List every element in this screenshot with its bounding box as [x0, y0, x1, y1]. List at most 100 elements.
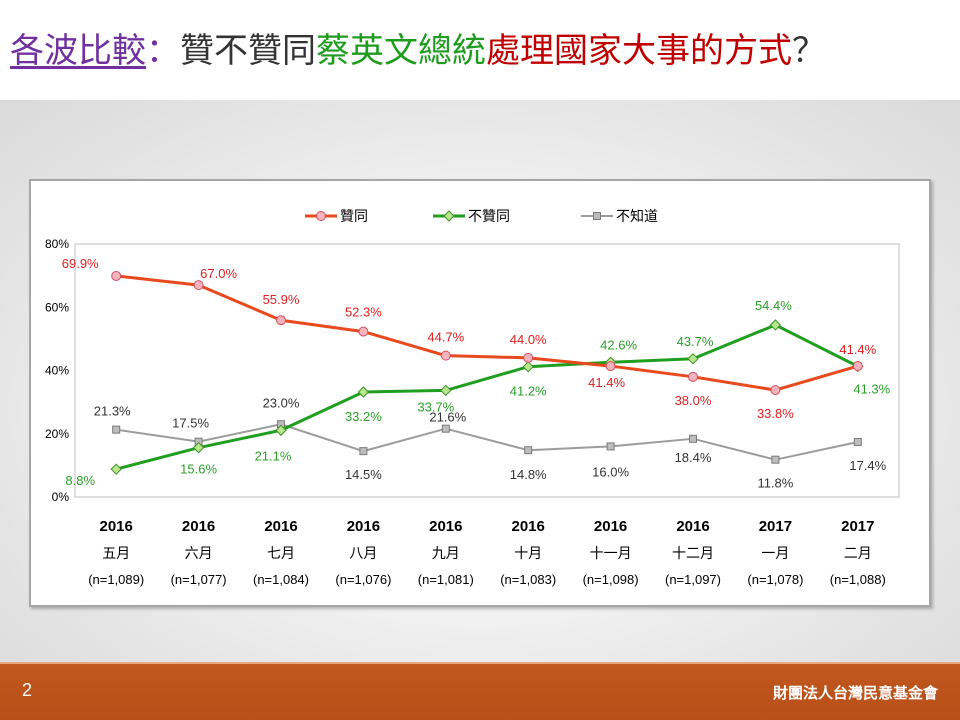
data-point-disapprove [357, 386, 370, 398]
x-tick-sample-size: (n=1,084) [253, 572, 309, 587]
x-tick-sample-size: (n=1,076) [335, 572, 391, 587]
title-approve-question: 贊不贊同 [180, 31, 316, 71]
data-point-approve [440, 350, 451, 361]
data-label-unknown: 17.5% [172, 416, 209, 431]
data-label-disapprove: 8.8% [65, 473, 95, 488]
data-label-disapprove: 41.3% [853, 381, 890, 396]
footer-divider [0, 662, 960, 664]
data-label-unknown: 18.4% [675, 450, 712, 465]
data-point-unknown [689, 434, 697, 443]
x-tick-sample-size: (n=1,077) [171, 572, 227, 587]
x-tick-month: 六月 [185, 546, 213, 562]
y-tick-label: 0% [52, 490, 70, 504]
data-point-disapprove [275, 424, 287, 436]
data-point-unknown [606, 442, 615, 451]
x-tick-year: 2016 [264, 518, 297, 535]
x-tick-month: 十二月 [672, 546, 714, 562]
data-label-approve: 44.0% [510, 332, 547, 347]
data-label-approve: 55.9% [263, 292, 300, 307]
data-label-unknown: 14.5% [345, 467, 382, 482]
plot-area [74, 243, 900, 498]
x-tick-month: 五月 [102, 546, 130, 562]
legend-marker-approve [316, 211, 326, 221]
data-point-disapprove [687, 353, 699, 365]
data-point-approve [193, 280, 204, 291]
title-bar: 各波比較：贊不贊同蔡英文總統處理國家大事的方式？ [0, 0, 960, 100]
title-president: 蔡英文總統 [316, 31, 486, 71]
data-point-approve [770, 385, 781, 396]
data-point-disapprove [440, 384, 452, 397]
data-label-unknown: 14.8% [510, 467, 547, 482]
data-label-disapprove: 41.2% [510, 384, 547, 399]
data-label-approve: 41.4% [839, 342, 876, 357]
chart-frame: 0% 20% 40% 60% 80% 2016 五月 (n=1,089) 2016 六月 (n=1,… [29, 179, 931, 607]
legend-marker-disapprove [443, 210, 455, 222]
x-tick-sample-size: (n=1,088) [830, 572, 886, 587]
y-tick-label: 40% [45, 364, 69, 378]
data-point-disapprove [192, 441, 205, 454]
x-tick-year: 2016 [182, 518, 215, 535]
data-label-disapprove: 33.7% [417, 399, 454, 414]
x-tick-month: 十月 [514, 546, 542, 562]
data-label-unknown: 21.3% [94, 404, 131, 419]
x-tick-year: 2016 [512, 518, 545, 535]
data-label-approve: 67.0% [200, 266, 237, 281]
data-point-approve [605, 361, 616, 372]
data-point-unknown [853, 437, 862, 446]
y-tick-label: 60% [45, 300, 69, 314]
x-tick-year: 2017 [759, 518, 792, 535]
x-tick-sample-size: (n=1,083) [500, 572, 556, 587]
data-label-disapprove: 43.7% [677, 334, 714, 349]
data-point-disapprove [769, 319, 782, 331]
slide-title: 各波比較：贊不贊同蔡英文總統處理國家大事的方式？ [10, 26, 826, 76]
data-label-disapprove: 33.2% [345, 409, 382, 424]
data-point-approve [358, 326, 369, 337]
title-comparison-link[interactable]: 各波比較 [10, 31, 146, 71]
x-tick-year: 2016 [100, 518, 133, 535]
data-label-unknown: 17.4% [849, 458, 886, 473]
x-tick-sample-size: (n=1,097) [665, 572, 721, 587]
data-label-approve: 52.3% [345, 305, 382, 320]
series-line-unknown [116, 423, 859, 461]
data-point-approve [688, 371, 698, 382]
data-point-unknown [771, 455, 780, 464]
footer-bar: 2 財團法人台灣民意基金會 [0, 662, 960, 720]
x-tick-sample-size: (n=1,089) [88, 572, 144, 587]
page-number: 2 [22, 680, 33, 700]
organization-name: 財團法人台灣民意基金會 [772, 684, 938, 702]
title-affairs: 處理國家大事的方式 [486, 31, 792, 71]
y-tick-label: 20% [45, 427, 69, 441]
x-tick-year: 2016 [594, 518, 627, 535]
data-label-approve: 38.0% [675, 393, 712, 408]
title-question-mark: ？ [792, 31, 826, 71]
legend-marker-unknown [593, 212, 601, 220]
legend-label-approve: 贊同 [340, 209, 368, 225]
x-tick-year: 2016 [676, 518, 709, 535]
y-tick-label: 80% [45, 237, 69, 251]
data-point-unknown [441, 424, 450, 433]
title-colon: ： [146, 31, 180, 71]
data-point-approve [852, 361, 863, 372]
data-label-disapprove: 15.6% [180, 462, 217, 477]
line-chart: 0% 20% 40% 60% 80% 2016 五月 (n=1,089) 2016 六月 (n=1,… [45, 208, 900, 587]
data-point-approve [523, 352, 534, 363]
data-point-unknown [359, 447, 368, 456]
x-tick-sample-size: (n=1,081) [418, 572, 474, 587]
data-label-approve: 41.4% [588, 375, 625, 390]
legend-label-disapprove: 不贊同 [468, 209, 510, 225]
data-point-approve [276, 315, 286, 326]
data-label-disapprove: 54.4% [755, 298, 792, 313]
data-point-unknown [524, 446, 533, 455]
x-tick-month: 二月 [844, 546, 872, 562]
data-point-unknown [112, 425, 121, 434]
data-label-unknown: 21.6% [429, 410, 466, 425]
x-tick-year: 2017 [841, 518, 874, 535]
x-tick-month: 十一月 [590, 546, 632, 562]
data-label-approve: 33.8% [757, 406, 794, 421]
x-tick-month: 八月 [349, 546, 377, 562]
data-label-unknown: 16.0% [592, 464, 629, 479]
data-point-disapprove [522, 360, 534, 373]
x-tick-year: 2016 [347, 518, 380, 535]
data-point-disapprove [110, 463, 122, 475]
data-label-disapprove: 21.1% [255, 448, 292, 463]
